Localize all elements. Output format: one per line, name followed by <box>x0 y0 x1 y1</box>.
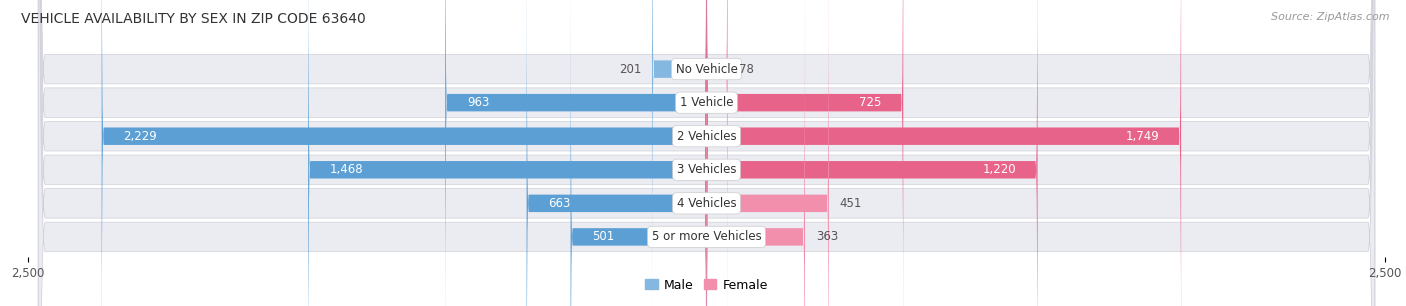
FancyBboxPatch shape <box>38 0 1375 306</box>
Text: 4 Vehicles: 4 Vehicles <box>676 197 737 210</box>
Text: No Vehicle: No Vehicle <box>675 63 738 76</box>
FancyBboxPatch shape <box>707 0 830 306</box>
Text: 5 or more Vehicles: 5 or more Vehicles <box>651 230 762 243</box>
FancyBboxPatch shape <box>571 0 707 306</box>
FancyBboxPatch shape <box>707 0 1038 306</box>
Text: 451: 451 <box>839 197 862 210</box>
FancyBboxPatch shape <box>38 0 1375 306</box>
Text: 201: 201 <box>619 63 641 76</box>
FancyBboxPatch shape <box>38 0 1375 306</box>
FancyBboxPatch shape <box>527 0 707 306</box>
Text: 663: 663 <box>548 197 571 210</box>
Text: 2,229: 2,229 <box>124 130 157 143</box>
FancyBboxPatch shape <box>652 0 707 306</box>
FancyBboxPatch shape <box>38 0 1375 306</box>
Text: 963: 963 <box>467 96 489 109</box>
Text: 3 Vehicles: 3 Vehicles <box>676 163 737 176</box>
FancyBboxPatch shape <box>446 0 707 306</box>
FancyBboxPatch shape <box>707 0 903 306</box>
Text: 1,749: 1,749 <box>1126 130 1160 143</box>
Text: 363: 363 <box>815 230 838 243</box>
Legend: Male, Female: Male, Female <box>640 274 773 297</box>
Text: 1,468: 1,468 <box>330 163 364 176</box>
FancyBboxPatch shape <box>707 0 728 306</box>
FancyBboxPatch shape <box>707 0 806 306</box>
Text: 501: 501 <box>592 230 614 243</box>
Text: 1,220: 1,220 <box>983 163 1017 176</box>
FancyBboxPatch shape <box>101 0 707 306</box>
Text: 725: 725 <box>859 96 882 109</box>
Text: Source: ZipAtlas.com: Source: ZipAtlas.com <box>1271 12 1389 22</box>
FancyBboxPatch shape <box>38 0 1375 306</box>
Text: 1 Vehicle: 1 Vehicle <box>679 96 734 109</box>
FancyBboxPatch shape <box>38 0 1375 306</box>
Text: VEHICLE AVAILABILITY BY SEX IN ZIP CODE 63640: VEHICLE AVAILABILITY BY SEX IN ZIP CODE … <box>21 12 366 26</box>
Text: 78: 78 <box>738 63 754 76</box>
FancyBboxPatch shape <box>707 0 1181 306</box>
Text: 2 Vehicles: 2 Vehicles <box>676 130 737 143</box>
FancyBboxPatch shape <box>308 0 707 306</box>
